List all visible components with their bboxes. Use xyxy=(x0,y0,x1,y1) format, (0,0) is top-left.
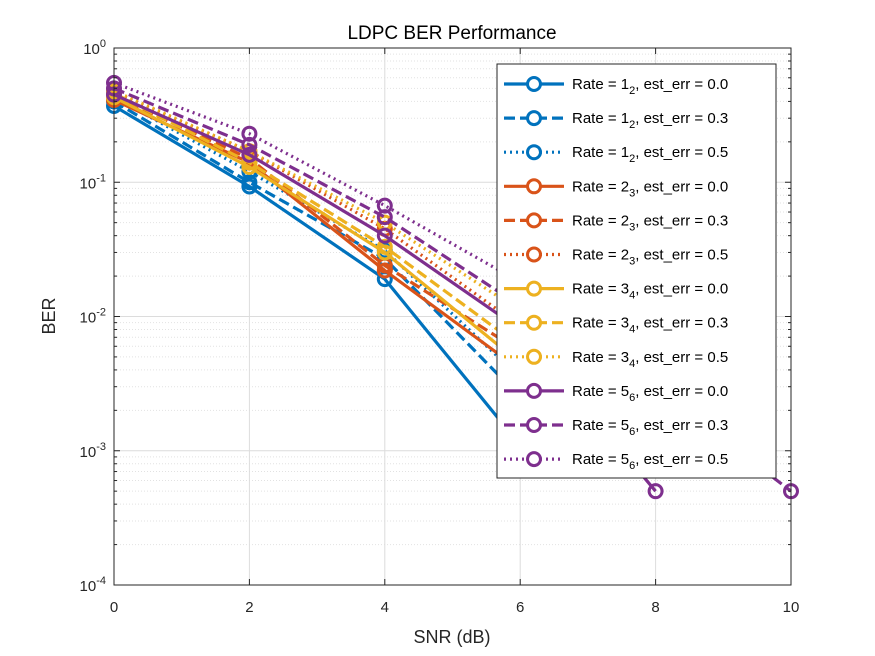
legend-marker xyxy=(526,178,542,195)
y-axis-label: BER xyxy=(39,297,59,334)
legend-item: Rate = 12, est_err = 0.0 xyxy=(504,76,728,97)
legend-label: Rate = 56, est_err = 0.5 xyxy=(572,451,728,472)
legend-label: Rate = 34, est_err = 0.5 xyxy=(572,349,728,370)
legend-marker xyxy=(526,314,542,331)
legend-item: Rate = 34, est_err = 0.5 xyxy=(504,348,728,370)
legend-item: Rate = 23, est_err = 0.0 xyxy=(504,178,728,199)
x-tick-label: 10 xyxy=(783,599,800,616)
x-axis-label: SNR (dB) xyxy=(413,627,490,647)
y-tick-label: 10-2 xyxy=(80,307,106,327)
legend-label: Rate = 56, est_err = 0.3 xyxy=(572,417,728,438)
legend-marker xyxy=(526,417,542,433)
data-point xyxy=(647,483,664,500)
legend-marker xyxy=(526,76,542,92)
legend-item: Rate = 34, est_err = 0.0 xyxy=(504,280,728,302)
x-tick-label: 0 xyxy=(110,599,118,616)
data-point xyxy=(241,146,258,163)
y-tick-labels: 100 10-1 10-2 10-3 10-4 xyxy=(80,38,106,595)
data-point xyxy=(241,136,258,153)
data-point xyxy=(376,227,393,244)
legend-marker xyxy=(526,348,542,365)
legend-marker xyxy=(526,110,542,127)
legend-item: Rate = 12, est_err = 0.5 xyxy=(504,144,728,165)
legend-marker xyxy=(526,451,542,468)
legend-item: Rate = 34, est_err = 0.3 xyxy=(504,314,728,336)
legend-label: Rate = 23, est_err = 0.5 xyxy=(572,247,728,268)
series-line xyxy=(113,91,522,348)
series-line xyxy=(113,81,521,284)
x-tick-label: 6 xyxy=(516,599,524,616)
series-line xyxy=(113,100,522,399)
data-point xyxy=(241,174,258,191)
chart-title: LDPC BER Performance xyxy=(347,23,556,44)
y-tick-label: 100 xyxy=(83,38,106,58)
series-line xyxy=(113,90,522,328)
y-tick-label: 10-4 xyxy=(80,575,106,595)
data-point xyxy=(376,238,393,255)
legend-label: Rate = 34, est_err = 0.0 xyxy=(572,281,728,302)
legend-item: Rate = 56, est_err = 0.5 xyxy=(504,451,728,472)
legend-label: Rate = 34, est_err = 0.3 xyxy=(572,315,728,336)
legend-marker xyxy=(526,280,542,297)
legend-marker xyxy=(526,212,542,229)
x-tick-label: 2 xyxy=(245,599,253,616)
legend: Rate = 12, est_err = 0.0 Rate = 12, est_e… xyxy=(496,63,777,479)
y-tick-label: 10-3 xyxy=(80,441,106,461)
legend-marker xyxy=(526,382,542,399)
y-tick-label: 10-1 xyxy=(80,172,106,192)
legend-item: Rate = 56, est_err = 0.3 xyxy=(504,417,728,438)
data-point xyxy=(376,197,393,214)
legend-label: Rate = 56, est_err = 0.0 xyxy=(572,383,728,404)
legend-box xyxy=(496,63,777,479)
legend-label: Rate = 23, est_err = 0.0 xyxy=(572,178,728,199)
legend-label: Rate = 12, est_err = 0.3 xyxy=(572,110,728,131)
legend-label: Rate = 23, est_err = 0.3 xyxy=(572,212,728,233)
legend-marker xyxy=(526,246,542,263)
x-tick-labels: 0 2 4 6 8 10 xyxy=(110,599,800,616)
legend-item: Rate = 23, est_err = 0.5 xyxy=(504,246,728,268)
legend-label: Rate = 12, est_err = 0.0 xyxy=(572,76,728,97)
x-tick-label: 8 xyxy=(651,599,659,616)
legend-item: Rate = 56, est_err = 0.0 xyxy=(504,382,728,404)
series-line xyxy=(113,104,522,447)
series-line xyxy=(113,95,522,365)
axis-ticks xyxy=(113,47,792,586)
x-tick-label: 4 xyxy=(381,599,389,616)
data-point xyxy=(241,125,258,142)
legend-item: Rate = 23, est_err = 0.3 xyxy=(504,212,728,233)
legend-marker xyxy=(526,144,542,161)
legend-label: Rate = 12, est_err = 0.5 xyxy=(572,144,728,165)
legend-item: Rate = 12, est_err = 0.3 xyxy=(504,110,728,131)
